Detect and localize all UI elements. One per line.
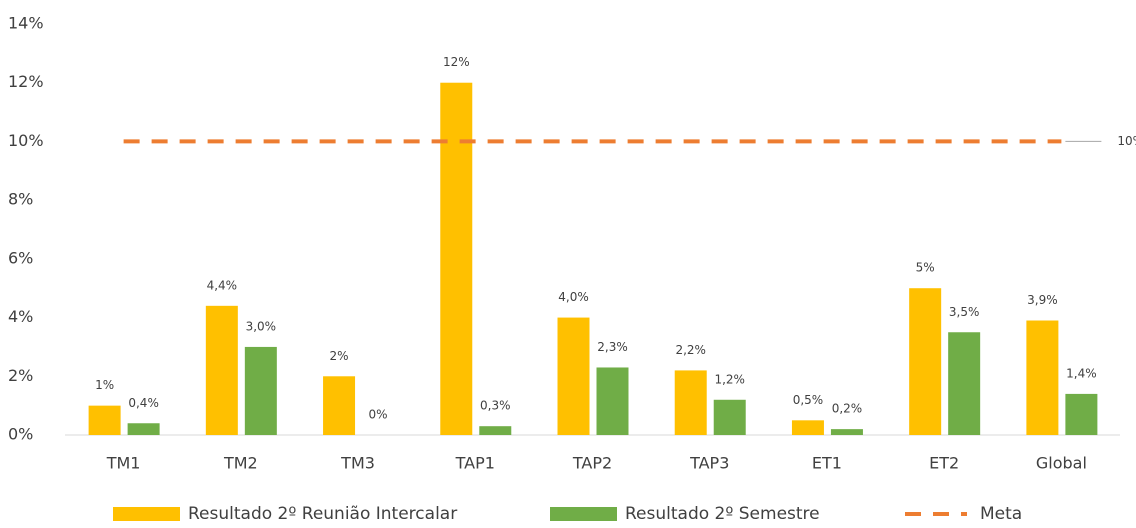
legend-label: Resultado 2º Reunião Intercalar bbox=[188, 504, 457, 524]
x-tick-label: Global bbox=[1036, 454, 1087, 473]
x-tick-label: TAP1 bbox=[455, 454, 495, 473]
y-tick-label: 8% bbox=[8, 190, 33, 209]
y-tick-label: 2% bbox=[8, 366, 33, 385]
legend-swatch bbox=[550, 507, 617, 521]
bar bbox=[948, 332, 981, 435]
bar bbox=[909, 288, 942, 435]
data-label: 4,0% bbox=[558, 290, 589, 304]
x-tick-label: TAP3 bbox=[689, 454, 729, 473]
data-label: 0,5% bbox=[793, 393, 824, 407]
y-tick-label: 4% bbox=[8, 307, 33, 326]
data-label: 1% bbox=[95, 378, 114, 392]
bar bbox=[205, 305, 238, 435]
bar bbox=[127, 423, 160, 435]
bar bbox=[674, 370, 707, 435]
data-label: 3,5% bbox=[949, 305, 980, 319]
data-label: 1,4% bbox=[1066, 366, 1097, 380]
y-tick-label: 0% bbox=[8, 425, 33, 444]
x-tick-label: ET1 bbox=[812, 454, 842, 473]
y-tick-label: 14% bbox=[8, 14, 44, 33]
bar bbox=[440, 82, 473, 435]
y-tick-label: 10% bbox=[8, 131, 44, 150]
bar bbox=[830, 429, 863, 435]
x-tick-label: TAP2 bbox=[572, 454, 612, 473]
x-tick-label: ET2 bbox=[929, 454, 959, 473]
legend-swatch bbox=[113, 507, 180, 521]
legend-label: Resultado 2º Semestre bbox=[625, 504, 820, 524]
bar bbox=[713, 399, 746, 435]
bar bbox=[1026, 320, 1059, 435]
x-tick-label: TM2 bbox=[223, 454, 258, 473]
data-label: 0% bbox=[369, 408, 388, 422]
y-tick-label: 12% bbox=[8, 72, 44, 91]
data-label: 10% bbox=[1117, 134, 1136, 148]
x-tick-label: TM3 bbox=[340, 454, 375, 473]
bar bbox=[557, 317, 590, 435]
bar bbox=[791, 420, 824, 435]
data-label: 0,3% bbox=[480, 399, 511, 413]
legend-label: Meta bbox=[980, 504, 1022, 524]
bar bbox=[323, 376, 356, 435]
data-label: 5% bbox=[916, 261, 935, 275]
data-label: 0,4% bbox=[128, 396, 159, 410]
y-tick-label: 6% bbox=[8, 248, 33, 267]
data-label: 1,2% bbox=[714, 372, 745, 386]
bar bbox=[244, 346, 277, 435]
data-label: 2,3% bbox=[597, 340, 628, 354]
data-label: 2% bbox=[330, 349, 349, 363]
data-label: 2,2% bbox=[675, 343, 706, 357]
data-label: 3,9% bbox=[1027, 293, 1058, 307]
x-tick-label: TM1 bbox=[106, 454, 141, 473]
bar bbox=[596, 367, 629, 435]
bar bbox=[1065, 393, 1098, 435]
bar bbox=[479, 426, 512, 435]
data-label: 3,0% bbox=[246, 319, 277, 333]
data-label: 0,2% bbox=[832, 402, 863, 416]
bar bbox=[88, 405, 121, 435]
data-label: 12% bbox=[443, 55, 470, 69]
data-label: 4,4% bbox=[207, 278, 238, 292]
